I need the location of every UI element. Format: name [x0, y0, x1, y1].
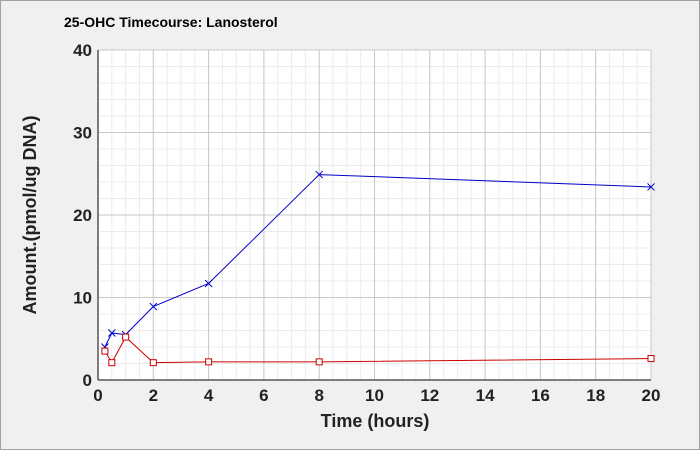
x-tick-label: 14: [476, 386, 495, 405]
data-point-square-marker: [122, 333, 130, 341]
data-point-x-marker: [647, 183, 655, 191]
x-tick-label: 12: [420, 386, 439, 405]
series-group: [101, 170, 655, 367]
x-axis-label: Time (hours): [321, 411, 430, 431]
y-tick-label: 20: [73, 206, 92, 225]
data-point-square-marker: [149, 359, 157, 367]
series-2: [101, 333, 655, 367]
data-point-x-marker: [315, 170, 324, 179]
data-point-square-marker: [647, 355, 655, 363]
x-tick-labels: 0 2 4 6 8 10 12 14 16 18 20: [93, 386, 660, 405]
data-point-square-marker: [108, 359, 116, 367]
data-point-square-marker: [315, 358, 323, 366]
y-tick-label: 10: [73, 289, 92, 308]
data-point-square-marker: [205, 358, 213, 366]
x-tick-label: 6: [259, 386, 268, 405]
data-point-square-marker: [101, 347, 109, 355]
x-tick-label: 0: [93, 386, 102, 405]
data-point-x-marker: [204, 279, 213, 288]
x-tick-label: 4: [204, 386, 214, 405]
x-tick-label: 16: [531, 386, 550, 405]
data-point-x-marker: [149, 302, 158, 311]
chart-title: 25-OHC Timecourse: Lanosterol: [64, 14, 278, 30]
y-tick-label: 0: [83, 371, 92, 390]
y-tick-label: 40: [73, 41, 92, 60]
y-axis-label: Amount.(pmol/ug DNA): [20, 116, 40, 315]
x-tick-label: 8: [314, 386, 323, 405]
y-tick-labels: 0 10 20 30 40: [73, 41, 92, 390]
x-tick-label: 10: [365, 386, 384, 405]
x-tick-label: 2: [149, 386, 158, 405]
y-tick-label: 30: [73, 124, 92, 143]
x-tick-label: 18: [586, 386, 605, 405]
data-point-x-marker: [107, 329, 116, 337]
x-tick-label: 20: [642, 386, 661, 405]
axes: [97, 50, 651, 381]
